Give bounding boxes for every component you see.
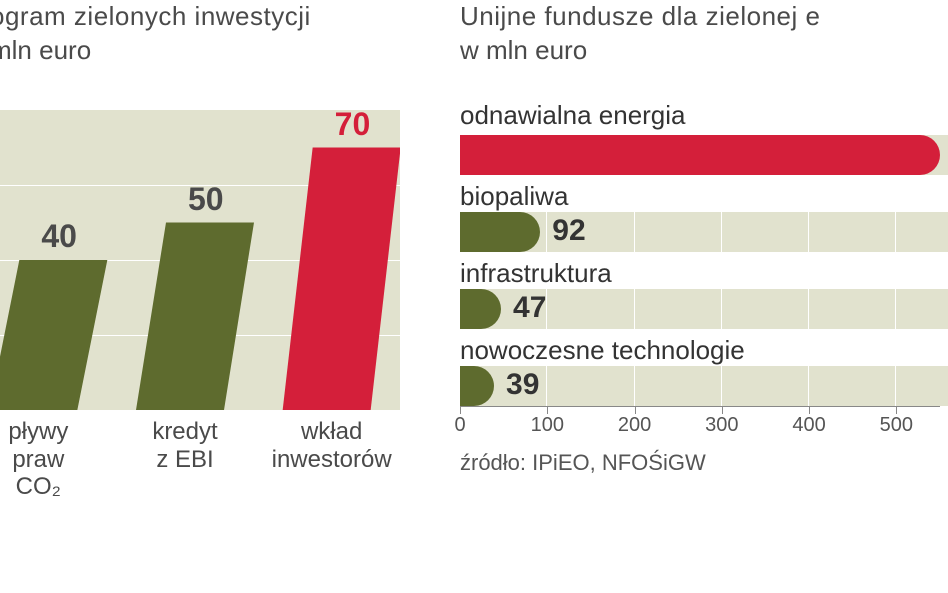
bar: [136, 223, 254, 411]
hbar-grid-cell: [809, 366, 896, 406]
tick-mark: [460, 406, 461, 414]
left-title-line1: ogram zielonych inwestycji: [0, 0, 410, 34]
hbar-grid-cell: [722, 366, 809, 406]
bar: [283, 148, 400, 411]
right-title-line1: Unijne fundusze dla zielonej e: [460, 0, 948, 34]
hbar-grid-cell: [896, 366, 948, 406]
left-title-line2: mln euro: [0, 34, 410, 68]
hbar-label: biopaliwa: [460, 181, 948, 212]
hbar-fill: [460, 135, 940, 175]
right-title-line2: w mln euro: [460, 34, 948, 68]
hbar-fill: [460, 212, 540, 252]
hbar-grid-cell: [722, 289, 809, 329]
hbar-grid-cell: [547, 366, 634, 406]
hbar-row: odnawialna energia: [460, 100, 948, 175]
tick-mark: [809, 406, 810, 414]
hbar-row: biopaliwa92: [460, 181, 948, 252]
hbar-grid-cell: [547, 289, 634, 329]
hbar-grid-cell: [635, 212, 722, 252]
bar-value-label: 50: [188, 181, 224, 218]
hbar-chart: odnawialna energiabiopaliwa92infrastrukt…: [460, 100, 948, 530]
bar-value-label: 40: [41, 218, 77, 255]
bar-value-label: 70: [335, 106, 371, 143]
hbar-row: nowoczesne technologie39: [460, 335, 948, 406]
right-panel: Unijne fundusze dla zielonej e w mln eur…: [410, 0, 948, 593]
container: ogram zielonych inwestycji mln euro 40 50…: [0, 0, 948, 593]
hbar-value-label: 39: [506, 368, 539, 402]
bar-category-label: pływyprawCO₂: [0, 418, 113, 501]
hbar-grid-cell: [896, 289, 948, 329]
tick-mark: [896, 406, 897, 414]
axis-line: [460, 406, 940, 407]
left-panel: ogram zielonych inwestycji mln euro 40 50…: [0, 0, 410, 593]
hbar-value-label: 47: [513, 291, 546, 325]
tick-label: 300: [705, 414, 738, 437]
hbar-value-label: 92: [552, 214, 585, 248]
tick-mark: [547, 406, 548, 414]
bar: [0, 260, 107, 410]
tick-label: 400: [792, 414, 825, 437]
tick-mark: [635, 406, 636, 414]
axis-ticks: 0100200300400500: [460, 414, 948, 444]
hbar-grid-cell: [809, 289, 896, 329]
hbar-grid-cell: [722, 212, 809, 252]
hbar-fill: [460, 289, 501, 329]
bar-category-label: kredytz EBI: [110, 418, 260, 473]
tick-mark: [722, 406, 723, 414]
tick-label: 0: [454, 414, 465, 437]
hbar-grid-cell: [809, 212, 896, 252]
hbar-grid-cell: [635, 366, 722, 406]
bar-category-label: wkładinwestorów: [257, 418, 407, 473]
hbar-label: odnawialna energia: [460, 100, 948, 131]
hbar-grid-cell: [896, 212, 948, 252]
bar-chart: 405070 pływyprawCO₂kredytz EBIwkładinwes…: [0, 110, 400, 490]
tick-label: 100: [531, 414, 564, 437]
hbar-row: infrastruktura47: [460, 258, 948, 329]
tick-label: 200: [618, 414, 651, 437]
hbar-label: nowoczesne technologie: [460, 335, 948, 366]
source-text: źródło: IPiEO, NFOŚiGW: [460, 450, 948, 476]
tick-label: 500: [880, 414, 913, 437]
hbar-label: infrastruktura: [460, 258, 948, 289]
hbar-grid-cell: [635, 289, 722, 329]
